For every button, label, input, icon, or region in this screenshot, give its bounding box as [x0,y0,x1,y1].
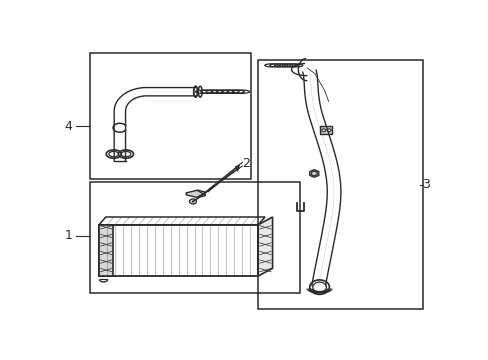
Bar [89,53,250,179]
Circle shape [321,129,325,132]
Text: 2: 2 [242,157,249,170]
Text: 3: 3 [422,178,429,191]
Bar [320,126,332,134]
Text: 4: 4 [64,120,73,133]
Circle shape [326,129,330,132]
Polygon shape [99,225,113,276]
Text: 1: 1 [64,229,73,242]
Polygon shape [258,217,272,276]
Polygon shape [186,190,205,198]
Circle shape [191,201,194,203]
Bar [258,60,422,309]
Bar [89,182,299,293]
Polygon shape [309,170,318,177]
